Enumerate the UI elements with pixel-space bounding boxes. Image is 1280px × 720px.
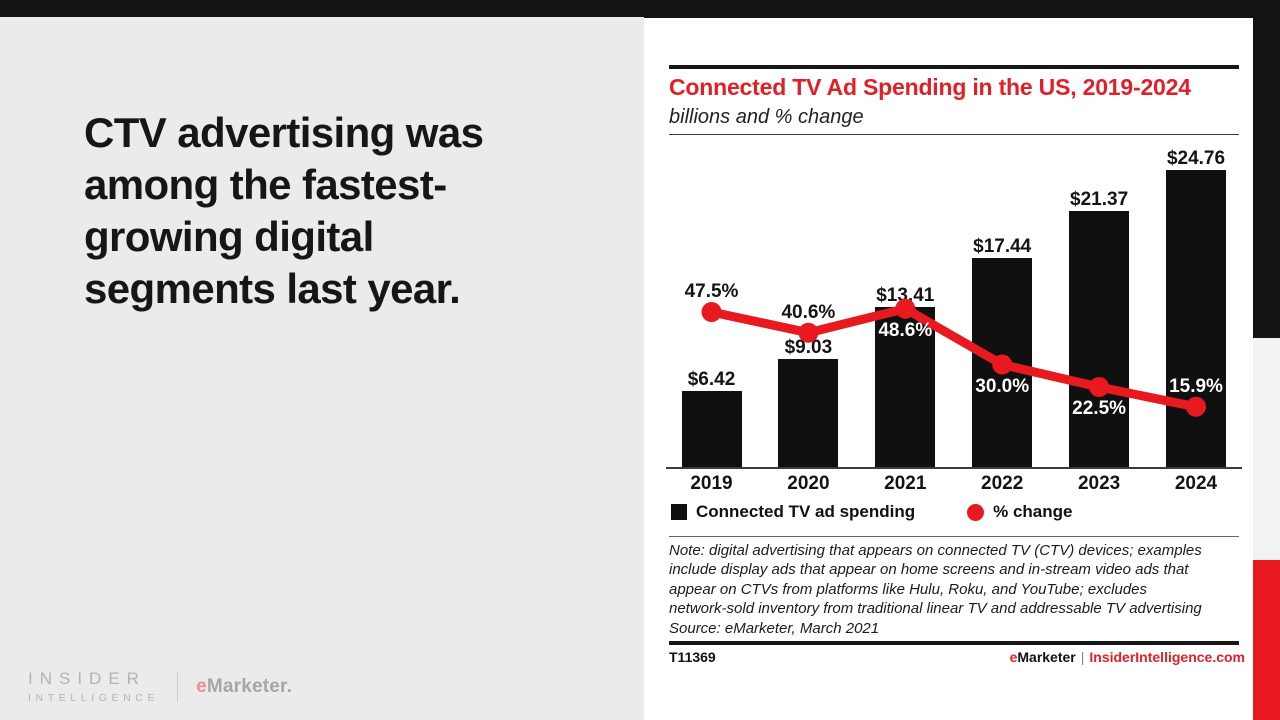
footer-site-link[interactable]: InsiderIntelligence.com — [1089, 649, 1245, 665]
bar-2023 — [1069, 210, 1130, 468]
headline: CTV advertising was among the fastest- g… — [84, 107, 484, 315]
line-dot-icon — [967, 503, 985, 521]
pct-value-label: 22.5% — [1072, 398, 1127, 419]
right-edge-strip-gray — [1253, 338, 1280, 560]
bar-2021 — [875, 306, 936, 468]
note-rule — [669, 536, 1239, 537]
pct-value-label: 15.9% — [1169, 375, 1223, 397]
note: Note: digital advertising that appears o… — [669, 541, 1249, 638]
headline-line: among the fastest- — [84, 161, 447, 208]
headline-line: growing digital — [84, 213, 374, 260]
chart-id: T11369 — [669, 649, 716, 665]
legend-label: % change — [993, 502, 1073, 521]
brand-logos: INSIDER INTELLIGENCE eMarketer. — [28, 669, 292, 704]
note-line: Note: digital advertising that appears o… — [669, 542, 1202, 559]
logo-divider — [177, 671, 179, 702]
right-edge-strip-red — [1253, 560, 1280, 720]
data-point-2019 — [701, 302, 722, 322]
data-point-2024 — [1186, 396, 1206, 417]
headline-line: segments last year. — [84, 265, 461, 312]
top-rule — [669, 65, 1239, 69]
bar-value-label: $6.42 — [687, 368, 736, 390]
headline-line: CTV advertising was — [84, 109, 484, 156]
bar-value-label: $17.44 — [973, 236, 1032, 258]
top-black-bar — [0, 0, 1280, 17]
footer-brand: eMarketer | InsiderIntelligence.com — [1009, 649, 1245, 665]
bar-swatch-icon — [671, 504, 687, 520]
bar-value-label: $9.03 — [784, 337, 833, 359]
x-axis-label: 2024 — [1174, 473, 1218, 494]
note-line: appear on CTVs from platforms like Hulu,… — [669, 580, 1148, 598]
chart-panel: Connected TV Ad Spending in the US, 2019… — [644, 18, 1253, 720]
data-point-2023 — [1089, 377, 1110, 397]
left-slide-panel: CTV advertising was among the fastest- g… — [0, 17, 644, 720]
pct-value-label: 30.0% — [975, 375, 1030, 397]
bar-2024 — [1166, 169, 1226, 468]
legend-item-bar: Connected TV ad spending — [671, 502, 915, 522]
note-line: network-sold inventory from traditional … — [669, 600, 1202, 618]
x-axis-label: 2019 — [690, 473, 733, 494]
note-line: include display ads that appear on home … — [669, 561, 1189, 579]
insider-intelligence-logo: INSIDER INTELLIGENCE — [28, 669, 160, 704]
data-point-2022 — [992, 354, 1013, 375]
bar-line-chart: $6.42 2019 $9.03 2020 $13.41 2021 $17.44 2022 $2… — [666, 140, 1242, 494]
legend-label: Connected TV ad spending — [696, 502, 916, 521]
bar-2019 — [681, 390, 742, 468]
subtitle-rule — [669, 134, 1239, 135]
bar-2020 — [778, 359, 839, 468]
data-point-2020 — [798, 322, 819, 343]
x-axis-label: 2021 — [884, 473, 927, 494]
chart-title: Connected TV Ad Spending in the US, 2019… — [669, 74, 1191, 100]
legend-item-line: % change — [967, 502, 1072, 522]
emarketer-logo: eMarketer. — [196, 675, 293, 697]
pct-value-label: 47.5% — [684, 281, 739, 302]
legend: Connected TV ad spending % change — [671, 502, 1072, 522]
pct-value-label: 48.6% — [878, 319, 933, 341]
x-axis-label: 2023 — [1077, 473, 1121, 494]
chart-subtitle: billions and % change — [669, 106, 864, 128]
x-axis-label: 2020 — [787, 473, 830, 494]
panel-footer: T11369 eMarketer | InsiderIntelligence.com — [669, 649, 1245, 665]
bar-value-label: $24.76 — [1166, 147, 1226, 169]
bar-value-label: $13.41 — [876, 284, 935, 306]
x-axis-line — [666, 467, 1242, 469]
bottom-rule — [669, 641, 1239, 645]
pct-change-line — [701, 298, 1206, 417]
bar-value-label: $21.37 — [1070, 188, 1129, 210]
data-point-2021 — [895, 298, 916, 319]
x-axis-label: 2022 — [981, 473, 1024, 494]
source-line: Source: eMarketer, March 2021 — [669, 619, 880, 637]
pct-value-label: 40.6% — [781, 301, 836, 323]
